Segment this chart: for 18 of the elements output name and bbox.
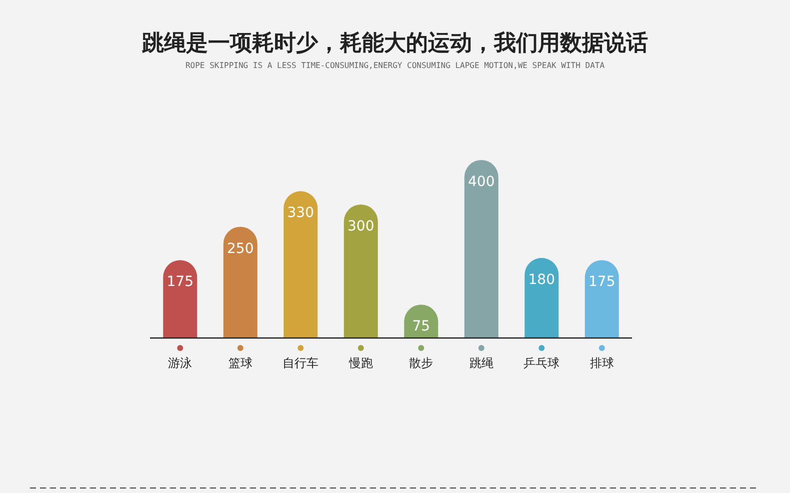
x-tick-label: 篮球: [228, 356, 252, 370]
data-label: 330: [287, 205, 314, 222]
x-tick-label: 游泳: [168, 356, 192, 370]
chart-title: 跳绳是一项耗时少，耗能大的运动，我们用数据说话: [141, 31, 648, 56]
data-label: 180: [528, 272, 555, 288]
data-label: 75: [412, 318, 430, 335]
data-label: 175: [166, 274, 194, 290]
data-label: 175: [588, 274, 616, 290]
x-tick-label: 自行车: [282, 356, 319, 370]
x-tick-label: 散步: [409, 356, 434, 370]
data-label: 250: [227, 240, 254, 257]
data-label: 400: [468, 174, 495, 190]
chart-subtitle: ROPE SKIPPING IS A LESS TIME-CONSUMING,ENERGY CONSUMING LAPGE MOTION,WE SPEAK WITH DATA: [185, 61, 605, 70]
data-label: 300: [348, 218, 374, 234]
x-tick-label: 乒乓球: [524, 356, 560, 370]
x-tick-label: 慢跑: [348, 356, 373, 370]
x-tick-label: 排球: [590, 356, 614, 370]
x-tick-label: 跳绳: [469, 356, 494, 370]
